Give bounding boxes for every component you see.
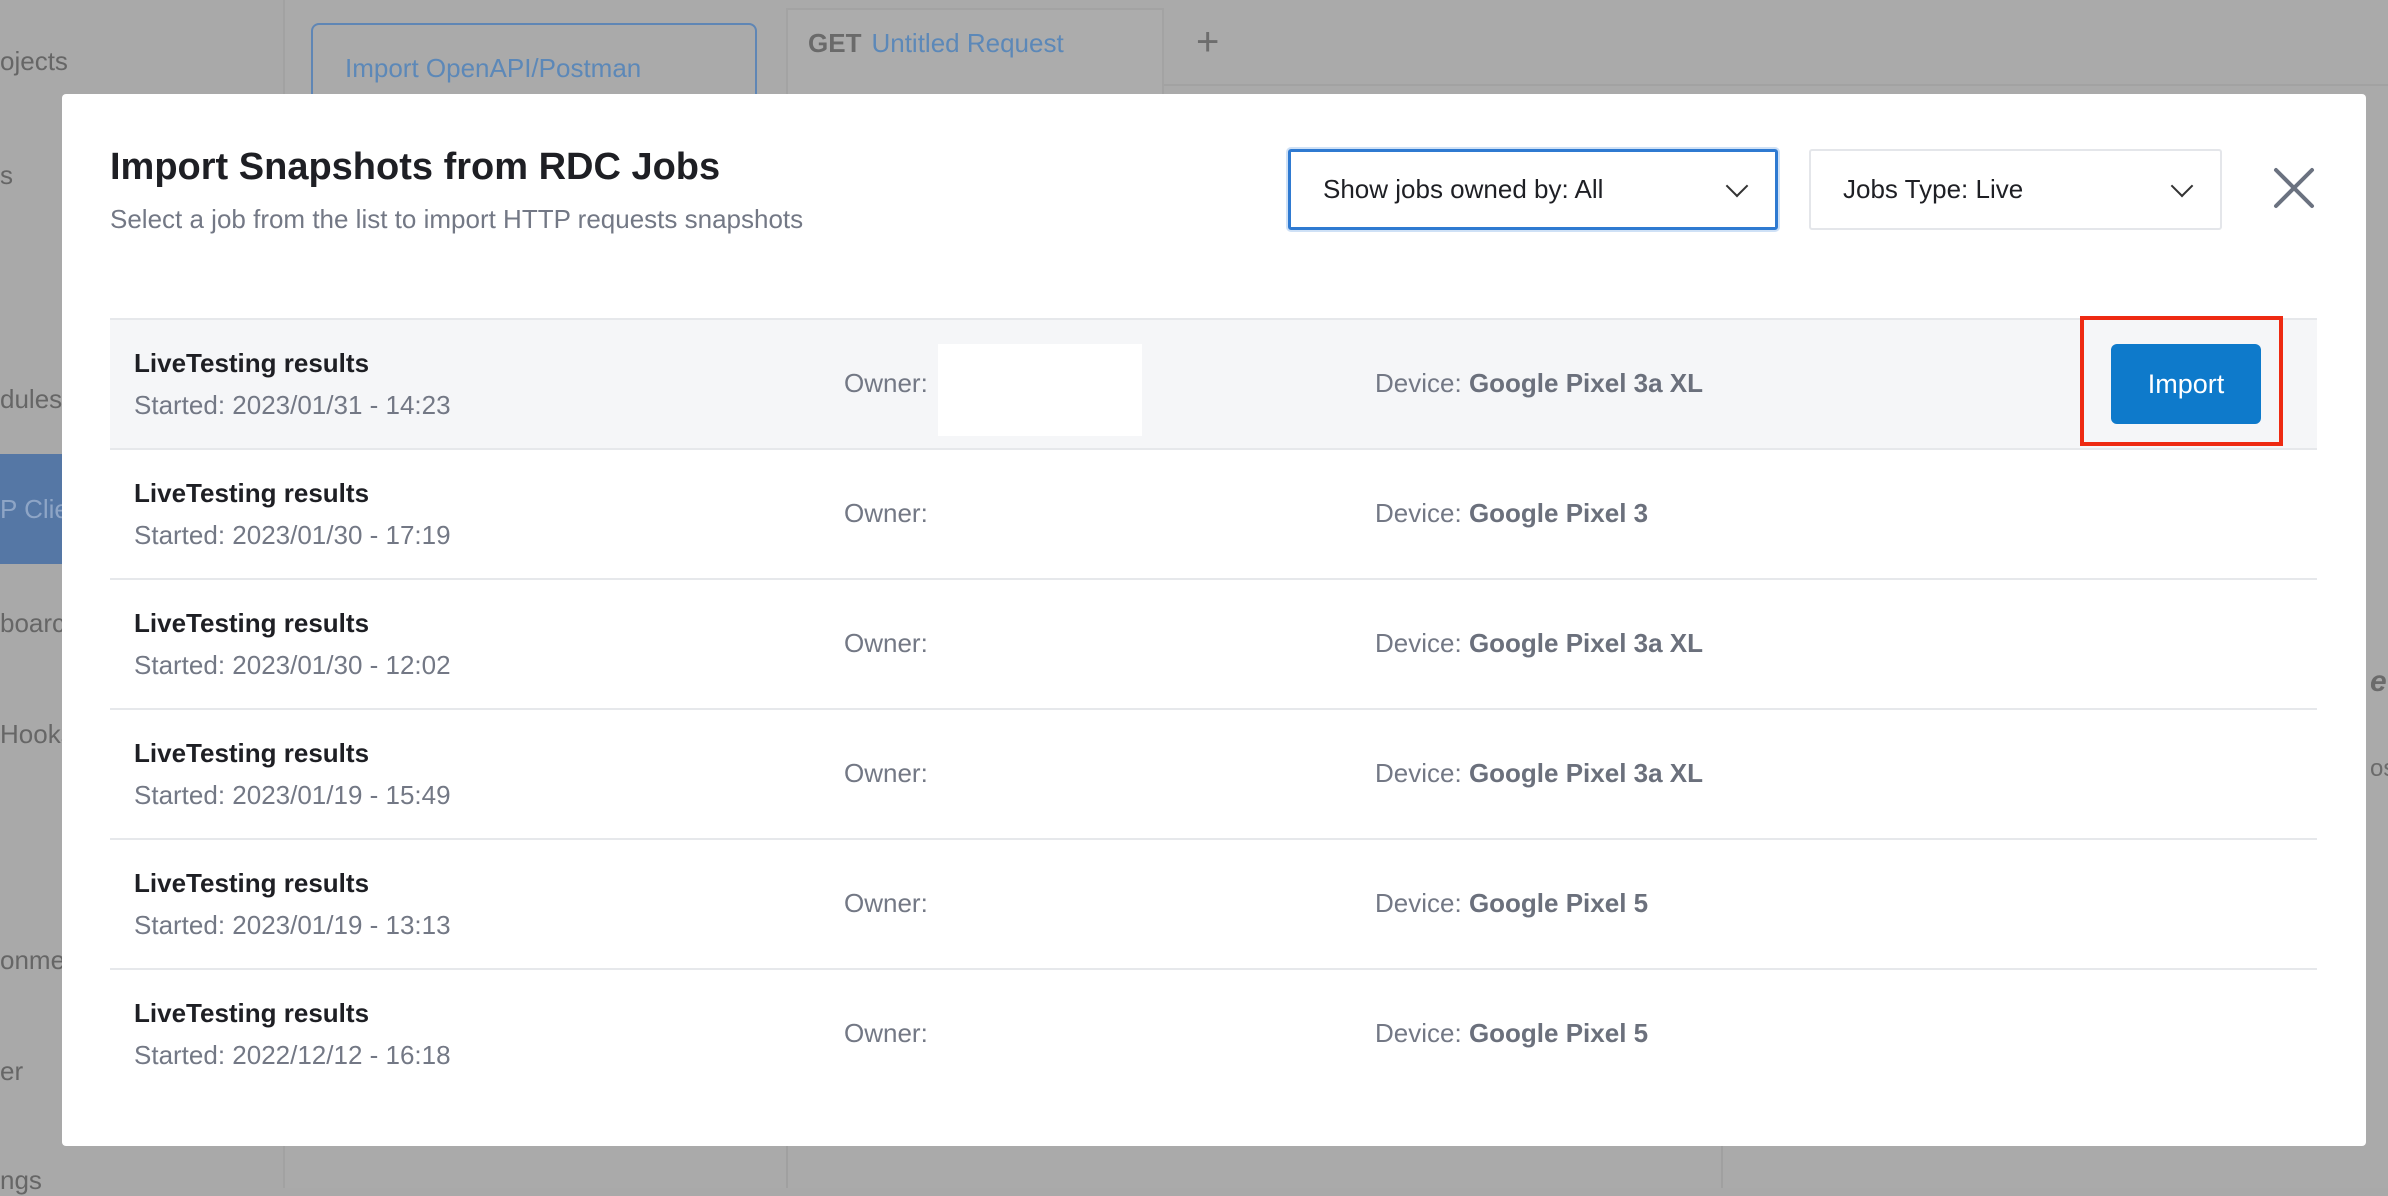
job-row[interactable]: LiveTesting results Started: 2023/01/19 … <box>110 838 2317 968</box>
background-text: ost <box>2370 755 2388 782</box>
divider <box>786 1146 788 1188</box>
device-name: Google Pixel 5 <box>1468 1018 1649 1048</box>
device-label: Device: <box>1375 758 1462 788</box>
job-row[interactable]: LiveTesting results Started: 2023/01/30 … <box>110 578 2317 708</box>
owner-filter-dropdown[interactable]: Show jobs owned by: All <box>1288 149 1778 230</box>
device-name: Google Pixel 3a XL <box>1468 758 1704 788</box>
import-button[interactable]: Import <box>2111 344 2261 424</box>
sidebar-item-hooks[interactable]: Hooks <box>0 719 74 749</box>
device-info: Device: Google Pixel 3a XL <box>1375 368 1703 399</box>
device-name: Google Pixel 5 <box>1468 888 1649 918</box>
owner-label: Owner: <box>844 888 928 918</box>
sidebar-item-dashboard[interactable]: boarc <box>0 608 66 638</box>
chevron-down-icon <box>1725 174 1749 197</box>
owner-label: Owner: <box>844 758 928 788</box>
jobs-list: LiveTesting results Started: 2023/01/31 … <box>110 316 2317 1098</box>
device-label: Device: <box>1375 498 1462 528</box>
job-started: Started: 2023/01/19 - 15:49 <box>134 780 451 810</box>
owner-label: Owner: <box>844 628 928 658</box>
device-label: Device: <box>1375 368 1462 398</box>
job-title: LiveTesting results <box>134 478 370 508</box>
owner-label: Owner: <box>844 368 928 398</box>
owner-label: Owner: <box>844 1018 928 1048</box>
job-started: Started: 2022/12/12 - 16:18 <box>134 1040 451 1070</box>
job-title: LiveTesting results <box>134 998 370 1028</box>
owner-label: Owner: <box>844 498 928 528</box>
tab-label: Untitled Request <box>871 27 1064 58</box>
divider <box>1164 84 2388 86</box>
device-info: Device: Google Pixel 3a XL <box>1375 628 1703 659</box>
background-text: e <box>2370 665 2387 698</box>
divider <box>1721 1146 1723 1188</box>
method-label: GET <box>808 27 862 58</box>
device-label: Device: <box>1375 1018 1462 1048</box>
tab-label: Import OpenAPI/Postman <box>345 52 642 83</box>
job-row[interactable]: LiveTesting results Started: 2023/01/31 … <box>110 316 2317 448</box>
device-info: Device: Google Pixel 5 <box>1375 1018 1648 1049</box>
chevron-down-icon <box>2170 174 2194 197</box>
device-info: Device: Google Pixel 3a XL <box>1375 758 1703 789</box>
job-type-value: Jobs Type: Live <box>1843 174 2024 204</box>
highlight-box <box>2080 316 2283 446</box>
owner-filter-value: Show jobs owned by: All <box>1323 174 1604 204</box>
device-label: Device: <box>1375 628 1462 658</box>
sidebar-item-http-client[interactable]: P Clie <box>0 494 69 524</box>
job-title: LiveTesting results <box>134 348 370 378</box>
job-started: Started: 2023/01/30 - 17:19 <box>134 520 451 550</box>
sidebar-item[interactable]: er <box>0 1056 24 1086</box>
job-row[interactable]: LiveTesting results Started: 2022/12/12 … <box>110 968 2317 1098</box>
job-started: Started: 2023/01/30 - 12:02 <box>134 650 451 680</box>
device-info: Device: Google Pixel 5 <box>1375 888 1648 919</box>
device-name: Google Pixel 3a XL <box>1468 628 1704 658</box>
device-info: Device: Google Pixel 3 <box>1375 498 1648 529</box>
modal-title: Import Snapshots from RDC Jobs <box>110 146 721 188</box>
job-type-dropdown[interactable]: Jobs Type: Live <box>1809 149 2222 230</box>
job-title: LiveTesting results <box>134 868 370 898</box>
import-snapshots-modal: Import Snapshots from RDC Jobs Select a … <box>62 94 2366 1146</box>
close-icon[interactable] <box>2272 166 2316 210</box>
tab-untitled-request[interactable]: GET Untitled Request <box>786 8 1164 94</box>
sidebar-item-projects[interactable]: ojects <box>0 46 68 76</box>
job-started: Started: 2023/01/19 - 13:13 <box>134 910 451 940</box>
owner-redacted <box>938 344 1142 436</box>
job-title: LiveTesting results <box>134 608 370 638</box>
device-label: Device: <box>1375 888 1462 918</box>
job-started: Started: 2023/01/31 - 14:23 <box>134 390 451 420</box>
sidebar-item-environments[interactable]: onme <box>0 945 66 975</box>
sidebar-item[interactable]: s <box>0 160 13 190</box>
sidebar-item-settings[interactable]: ngs <box>0 1165 42 1195</box>
modal-subtitle: Select a job from the list to import HTT… <box>110 204 804 234</box>
job-title: LiveTesting results <box>134 738 370 768</box>
device-name: Google Pixel 3a XL <box>1468 368 1704 398</box>
device-name: Google Pixel 3 <box>1468 498 1649 528</box>
tab-import-openapi[interactable]: Import OpenAPI/Postman <box>311 23 757 123</box>
job-row[interactable]: LiveTesting results Started: 2023/01/19 … <box>110 708 2317 838</box>
job-row[interactable]: LiveTesting results Started: 2023/01/30 … <box>110 448 2317 578</box>
sidebar-item-modules[interactable]: dules <box>0 384 63 414</box>
add-tab-button[interactable]: + <box>1196 20 1220 64</box>
